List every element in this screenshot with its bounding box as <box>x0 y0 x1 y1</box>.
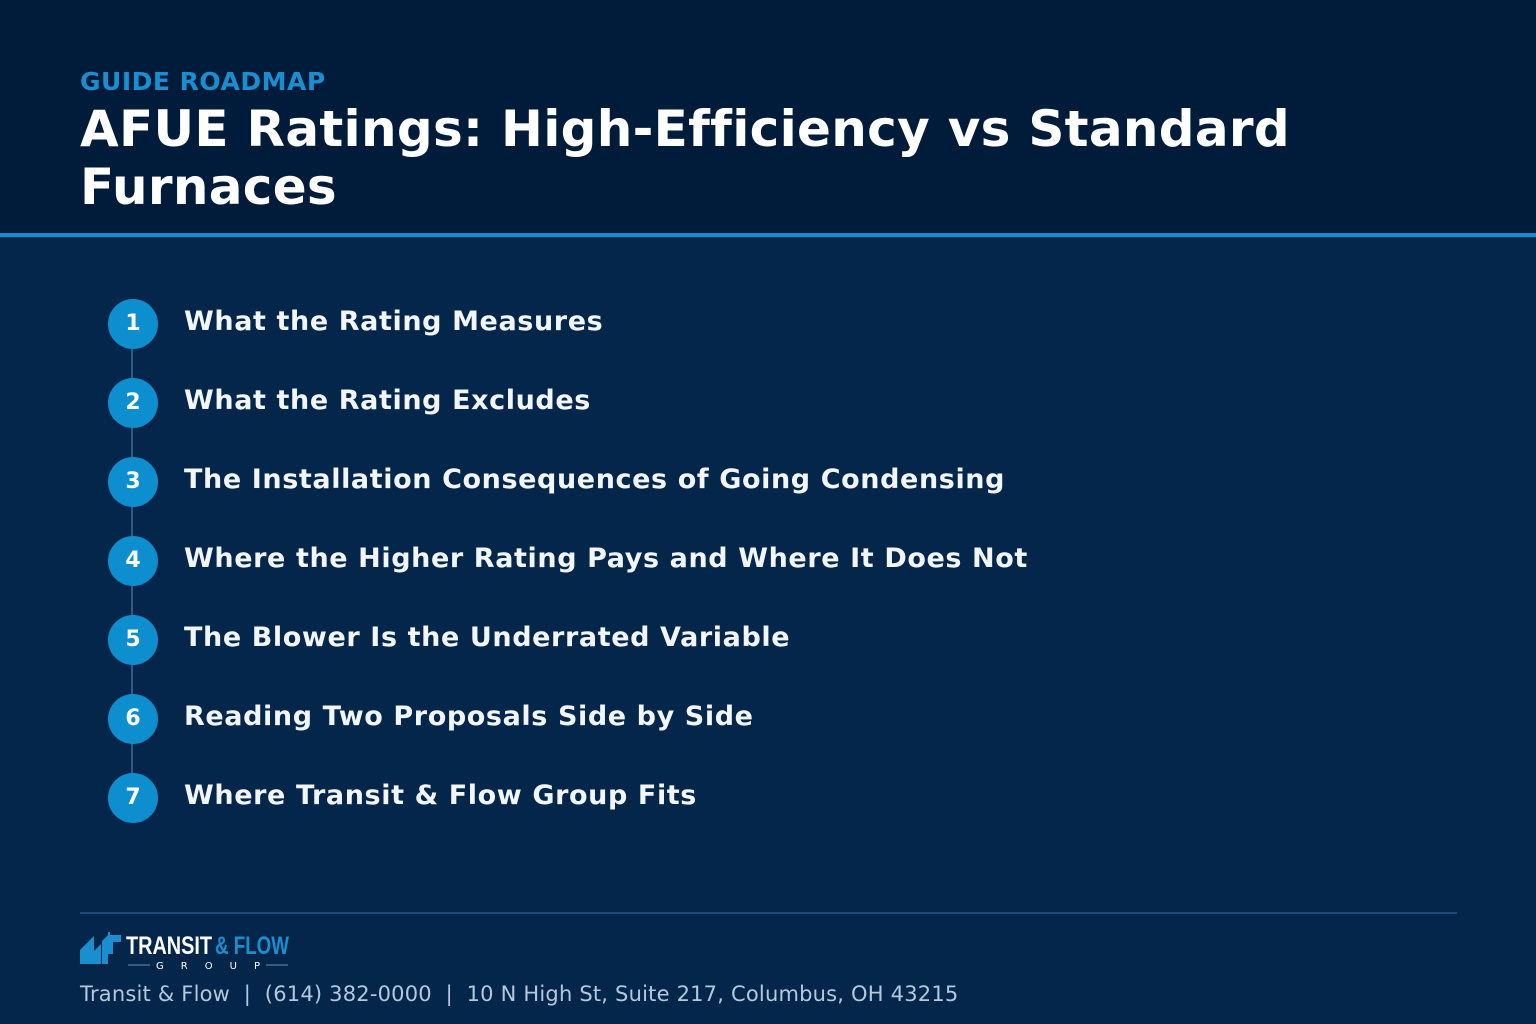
building-bars-icon <box>80 932 121 964</box>
roadmap-step-4[interactable]: 4 Where the Higher Rating Pays and Where… <box>108 536 1408 586</box>
page-header: GUIDE ROADMAP AFUE Ratings: High-Efficie… <box>0 0 1536 237</box>
step-label: Where the Higher Rating Pays and Where I… <box>184 543 1028 574</box>
roadmap-connector <box>131 664 133 695</box>
roadmap-step-6[interactable]: 6 Reading Two Proposals Side by Side <box>108 694 1408 744</box>
roadmap-step-3[interactable]: 3 The Installation Consequences of Going… <box>108 457 1408 507</box>
roadmap-connector <box>131 506 133 537</box>
eyebrow-label: GUIDE ROADMAP <box>80 67 326 96</box>
step-number-badge: 2 <box>108 378 158 428</box>
roadmap-step-5[interactable]: 5 The Blower Is the Underrated Variable <box>108 615 1408 665</box>
step-number-badge: 5 <box>108 615 158 665</box>
roadmap-step-1[interactable]: 1 What the Rating Measures <box>108 299 1408 349</box>
step-number-badge: 7 <box>108 773 158 823</box>
logo-wordmark-primary: TRANSIT <box>126 932 212 960</box>
company-logo: TRANSIT & FLOW G R O U P <box>80 932 289 972</box>
step-number-badge: 6 <box>108 694 158 744</box>
roadmap-step-2[interactable]: 2 What the Rating Excludes <box>108 378 1408 428</box>
step-label: The Installation Consequences of Going C… <box>184 464 1006 495</box>
step-label: Reading Two Proposals Side by Side <box>184 701 754 732</box>
step-label: What the Rating Excludes <box>184 385 591 416</box>
roadmap-connector <box>131 427 133 458</box>
roadmap-step-7[interactable]: 7 Where Transit & Flow Group Fits <box>108 773 1408 823</box>
footer-contact: Transit & Flow | (614) 382-0000 | 10 N H… <box>80 982 959 1006</box>
step-number-badge: 4 <box>108 536 158 586</box>
roadmap-connector <box>131 348 133 379</box>
step-number-badge: 3 <box>108 457 158 507</box>
roadmap-connector <box>131 585 133 616</box>
step-label: Where Transit & Flow Group Fits <box>184 780 697 811</box>
step-label: What the Rating Measures <box>184 306 604 337</box>
page-title: AFUE Ratings: High-Efficiency vs Standar… <box>80 100 1290 216</box>
step-number-badge: 1 <box>108 299 158 349</box>
logo-tagline: G R O U P <box>156 961 260 972</box>
roadmap-connector <box>131 743 133 774</box>
footer-divider <box>80 912 1457 914</box>
step-label: The Blower Is the Underrated Variable <box>184 622 791 653</box>
logo-wordmark-secondary: & FLOW <box>215 932 289 960</box>
